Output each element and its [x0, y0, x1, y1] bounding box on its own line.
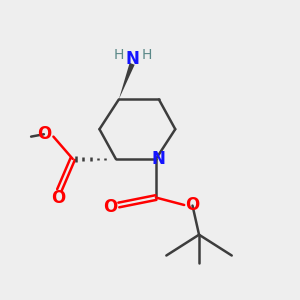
Text: N: N — [152, 150, 166, 168]
Text: H: H — [141, 48, 152, 62]
Text: H: H — [114, 48, 124, 62]
Text: O: O — [38, 125, 52, 143]
Polygon shape — [119, 63, 135, 100]
Text: N: N — [126, 50, 140, 68]
Text: O: O — [185, 196, 199, 214]
Text: O: O — [103, 198, 118, 216]
Text: O: O — [51, 189, 65, 207]
